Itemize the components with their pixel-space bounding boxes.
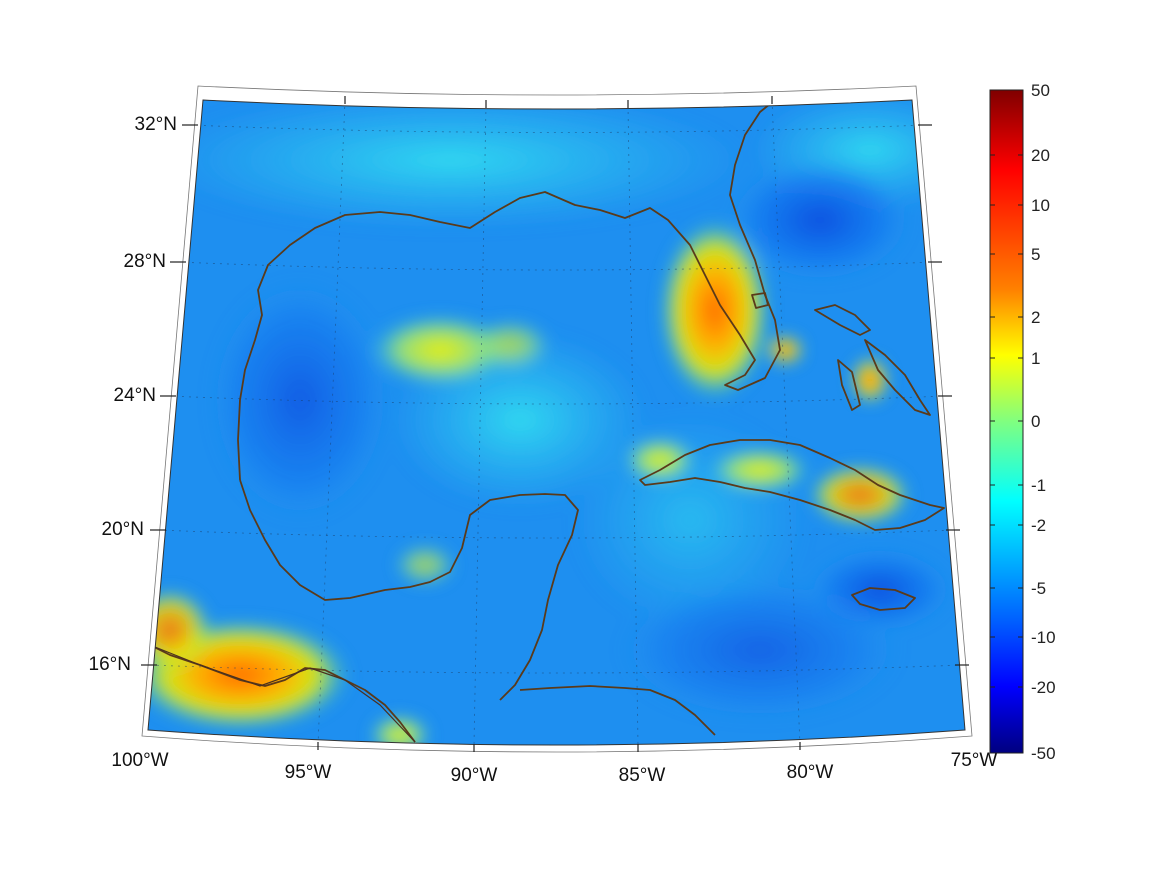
lon-label: 80°W	[787, 762, 834, 783]
lat-label: 16°N	[89, 654, 131, 675]
colorbar-label: 50	[1031, 81, 1050, 100]
yucatan-south	[519, 685, 716, 736]
gulf-coast-south	[239, 479, 579, 701]
lon-label: 95°W	[285, 762, 332, 783]
data-field	[148, 100, 965, 745]
colorbar-ticks	[990, 154, 1023, 688]
colorbar-label: -10	[1031, 628, 1056, 647]
lat-label: 32°N	[135, 114, 177, 135]
colorbar-label: 20	[1031, 146, 1050, 165]
bahamas-coast	[814, 304, 931, 416]
lon-label: 75°W	[951, 750, 998, 771]
map-frame	[147, 99, 966, 746]
lat-label: 24°N	[114, 385, 156, 406]
colorbar-label: 1	[1031, 349, 1040, 368]
colorbar-label: -50	[1031, 744, 1056, 763]
colorbar-label: 0	[1031, 412, 1040, 431]
lon-label: 100°W	[111, 750, 168, 771]
lat-label: 28°N	[124, 251, 166, 272]
central-america-border	[149, 644, 416, 743]
jamaica-coast	[851, 587, 916, 611]
longitude-labels: 100°W 95°W 90°W 85°W 80°W 75°W	[111, 750, 997, 786]
lake-okeechobee	[751, 292, 769, 309]
colorbar: 50 20 10 5 2 1 0 -1 -2 -5 -10 -20 -50	[989, 81, 1056, 763]
colorbar-gradient	[989, 89, 1024, 754]
colorbar-label: 5	[1031, 245, 1040, 264]
lon-label: 90°W	[451, 765, 498, 786]
lat-label: 20°N	[102, 519, 144, 540]
colorbar-label: -1	[1031, 476, 1046, 495]
map-frame-outer	[141, 85, 973, 753]
latitude-labels: 32°N 28°N 24°N 20°N 16°N	[89, 114, 177, 675]
cuba-coast	[639, 439, 945, 531]
colorbar-label: 2	[1031, 308, 1040, 327]
colorbar-label: 10	[1031, 196, 1050, 215]
colorbar-label: -5	[1031, 579, 1046, 598]
colorbar-label: -20	[1031, 678, 1056, 697]
lon-label: 85°W	[619, 765, 666, 786]
colorbar-label: -2	[1031, 516, 1046, 535]
graticule	[149, 100, 963, 745]
frame-ticks	[141, 96, 969, 752]
coastlines	[149, 100, 945, 743]
gulf-coast-mexico-us	[237, 100, 781, 481]
